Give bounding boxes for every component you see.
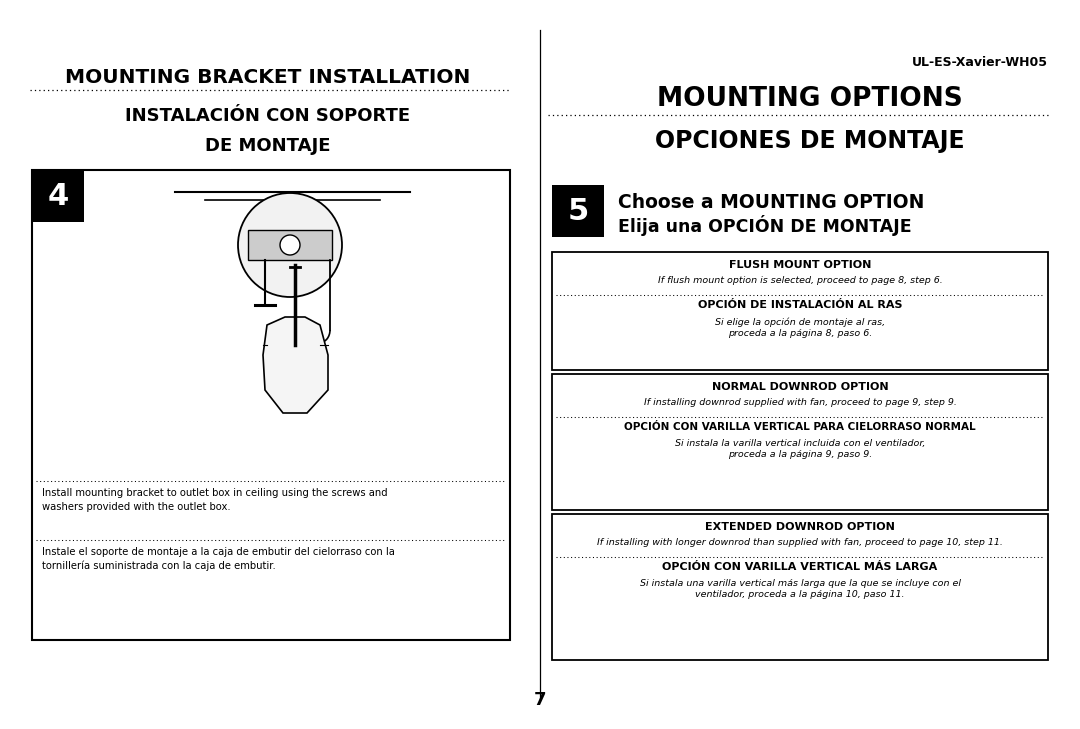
Text: 4: 4 bbox=[48, 182, 69, 211]
Text: UL-ES-Xavier-WH05: UL-ES-Xavier-WH05 bbox=[912, 55, 1048, 69]
Text: Instale el soporte de montaje a la caja de embutir del cielorraso con la
tornill: Instale el soporte de montaje a la caja … bbox=[42, 547, 395, 572]
Text: DE MONTAJE: DE MONTAJE bbox=[205, 137, 330, 155]
Polygon shape bbox=[264, 317, 328, 413]
Text: Si elige la opción de montaje al ras,
proceda a la página 8, paso 6.: Si elige la opción de montaje al ras, pr… bbox=[715, 317, 886, 338]
Circle shape bbox=[280, 235, 300, 255]
Bar bbox=[552, 252, 1048, 370]
Text: Choose a MOUNTING OPTION: Choose a MOUNTING OPTION bbox=[618, 193, 924, 212]
Bar bbox=[552, 514, 1048, 660]
Text: OPCIONES DE MONTAJE: OPCIONES DE MONTAJE bbox=[656, 129, 964, 153]
Circle shape bbox=[238, 193, 342, 297]
Bar bbox=[32, 170, 84, 222]
Text: 5: 5 bbox=[567, 197, 589, 225]
Bar bbox=[32, 170, 510, 640]
Text: If flush mount option is selected, proceed to page 8, step 6.: If flush mount option is selected, proce… bbox=[658, 276, 943, 285]
Text: NORMAL DOWNROD OPTION: NORMAL DOWNROD OPTION bbox=[712, 382, 889, 392]
Text: OPCIÓN DE INSTALACIÓN AL RAS: OPCIÓN DE INSTALACIÓN AL RAS bbox=[698, 300, 902, 310]
Text: Install mounting bracket to outlet box in ceiling using the screws and
washers p: Install mounting bracket to outlet box i… bbox=[42, 488, 388, 512]
Text: OPCIÓN CON VARILLA VERTICAL PARA CIELORRASO NORMAL: OPCIÓN CON VARILLA VERTICAL PARA CIELORR… bbox=[624, 422, 976, 432]
Polygon shape bbox=[248, 230, 332, 260]
Text: MOUNTING OPTIONS: MOUNTING OPTIONS bbox=[657, 86, 963, 112]
Text: Si instala la varilla vertical incluida con el ventilador,
proceda a la página 9: Si instala la varilla vertical incluida … bbox=[675, 439, 926, 459]
Text: EXTENDED DOWNROD OPTION: EXTENDED DOWNROD OPTION bbox=[705, 522, 895, 532]
Text: If installing downrod supplied with fan, proceed to page 9, step 9.: If installing downrod supplied with fan,… bbox=[644, 398, 957, 407]
Text: Elija una OPCIÓN DE MONTAJE: Elija una OPCIÓN DE MONTAJE bbox=[618, 215, 912, 236]
Bar bbox=[552, 185, 604, 237]
Text: FLUSH MOUNT OPTION: FLUSH MOUNT OPTION bbox=[729, 260, 872, 270]
Text: INSTALACIÓN CON SOPORTE: INSTALACIÓN CON SOPORTE bbox=[125, 107, 410, 125]
Text: OPCIÓN CON VARILLA VERTICAL MÁS LARGA: OPCIÓN CON VARILLA VERTICAL MÁS LARGA bbox=[662, 562, 937, 572]
Text: If installing with longer downrod than supplied with fan, proceed to page 10, st: If installing with longer downrod than s… bbox=[597, 538, 1003, 547]
Text: MOUNTING BRACKET INSTALLATION: MOUNTING BRACKET INSTALLATION bbox=[65, 68, 471, 87]
Text: Si instala una varilla vertical más larga que la que se incluye con el
ventilado: Si instala una varilla vertical más larg… bbox=[639, 579, 960, 599]
Text: 7: 7 bbox=[534, 691, 546, 709]
Bar bbox=[552, 374, 1048, 510]
